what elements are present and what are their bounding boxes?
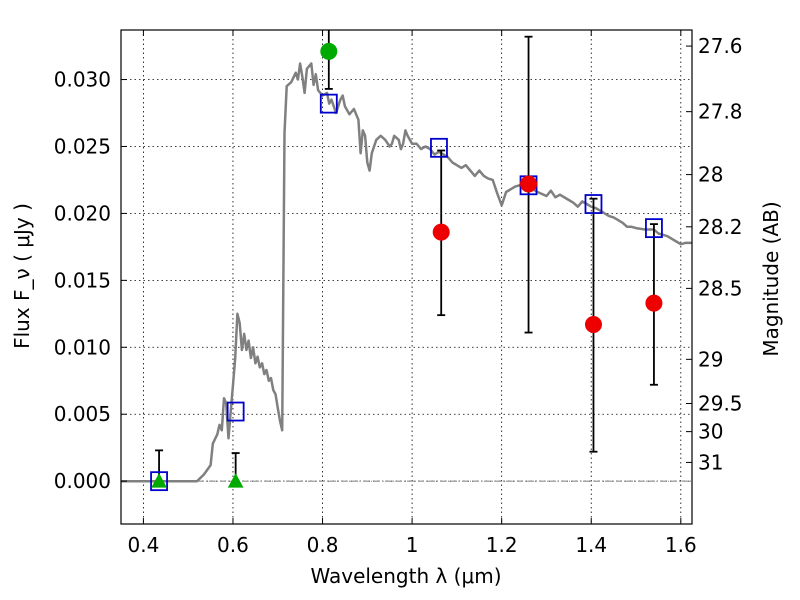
y-tick-label: 0.030: [54, 68, 111, 92]
x-tick-label: 1.4: [575, 533, 607, 557]
right-tick-label: 28.2: [698, 215, 743, 239]
x-tick-label: 1.6: [665, 533, 697, 557]
y-axis-ticks: 0.000 0.005 0.010 0.015 0.020 0.025 0.030: [54, 68, 127, 493]
green-detection-point: [320, 42, 338, 60]
upper-limit-triangle: [227, 473, 244, 488]
right-tick-label: 30: [698, 420, 723, 444]
right-tick-label: 28.5: [698, 276, 743, 300]
right-axis-title: Magnitude (AB): [759, 201, 783, 356]
y-tick-label: 0.015: [54, 268, 111, 292]
x-tick-label: 0.4: [127, 533, 159, 557]
model-flux-square: [319, 93, 338, 114]
right-tick-label: 29: [698, 347, 723, 371]
x-tick-label: 0.6: [217, 533, 249, 557]
model-flux-square: [645, 218, 663, 239]
y-tick-label: 0.010: [54, 335, 111, 359]
right-axis-ticks: 27.6 27.8 28 28.2 28.5 29 29.5 30 31: [686, 34, 743, 474]
marker-layer: [150, 42, 663, 492]
model-flux-square: [226, 401, 245, 422]
model-flux-square: [150, 471, 168, 492]
right-tick-label: 28: [698, 163, 723, 187]
model-flux-square: [430, 137, 448, 158]
x-tick-label: 0.8: [307, 533, 339, 557]
y-tick-label: 0.000: [54, 469, 111, 493]
y-axis-title: Flux F_ν ( μJy ): [10, 203, 34, 349]
red-detection-point: [645, 294, 663, 312]
right-tick-label: 29.5: [698, 392, 743, 416]
red-detection-point: [520, 175, 538, 193]
upper-limit-triangle: [151, 473, 167, 488]
red-detection-point: [584, 316, 602, 334]
model-sed-layer: [121, 62, 692, 483]
model-flux-square: [584, 194, 603, 214]
model-sed-curve: [121, 62, 692, 483]
right-tick-label: 31: [698, 450, 723, 474]
x-axis-ticks: 0.4 0.6 0.8 1 1.2 1.4 1.6: [127, 30, 697, 557]
grid-lines: [121, 30, 692, 524]
y-tick-label: 0.020: [54, 201, 111, 225]
red-detection-point: [432, 223, 450, 241]
right-tick-label: 27.6: [698, 34, 743, 58]
x-tick-label: 1.2: [486, 533, 518, 557]
y-tick-label: 0.005: [54, 402, 111, 426]
x-tick-label: 1: [406, 533, 419, 557]
x-axis-title: Wavelength λ (μm): [310, 564, 501, 588]
plot-frame: [120, 29, 693, 525]
right-tick-label: 27.8: [698, 100, 743, 124]
y-tick-label: 0.025: [54, 134, 111, 158]
